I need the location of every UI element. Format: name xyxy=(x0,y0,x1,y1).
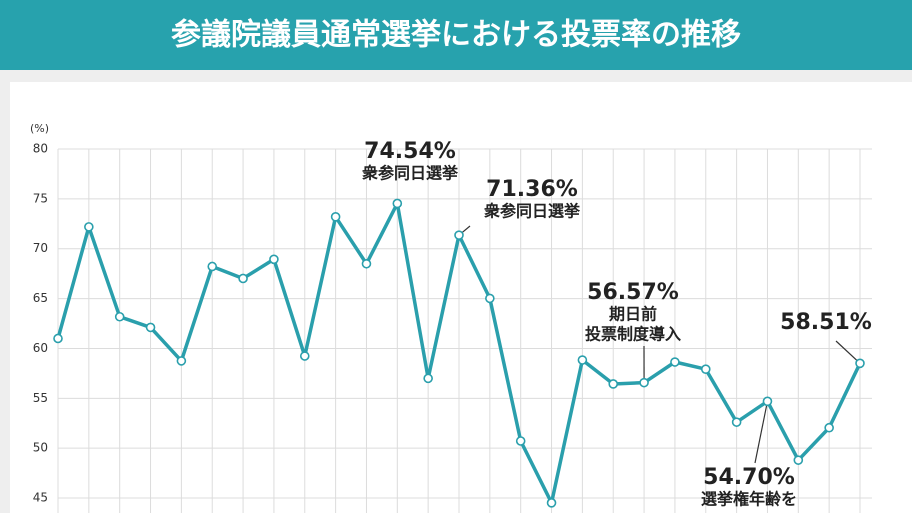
data-point xyxy=(269,254,279,265)
value-label: 71.36% xyxy=(486,177,578,202)
annotation-note: 投票制度導入 xyxy=(585,325,681,344)
data-point xyxy=(53,333,63,344)
data-point xyxy=(454,230,464,240)
data-point xyxy=(700,364,711,374)
value-label: 74.54% xyxy=(364,139,456,164)
data-point xyxy=(176,356,187,366)
data-point xyxy=(762,396,773,407)
y-unit: (%) xyxy=(30,122,49,135)
data-point xyxy=(330,212,341,222)
y-tick-label: 55 xyxy=(33,391,48,405)
data-point xyxy=(114,311,125,322)
leader-line xyxy=(754,401,769,464)
y-tick-label: 80 xyxy=(33,142,48,156)
y-tick-label: 50 xyxy=(33,441,48,455)
value-label: 54.70% xyxy=(703,465,795,490)
value-label: 56.57% xyxy=(587,280,679,305)
data-point xyxy=(670,357,680,367)
data-point xyxy=(238,273,248,284)
data-point xyxy=(577,355,588,365)
y-tick-label: 60 xyxy=(33,341,48,355)
chart-panel xyxy=(10,82,912,513)
value-label: 58.51% xyxy=(780,310,872,335)
y-tick-label: 75 xyxy=(33,191,48,205)
y-tick-label: 65 xyxy=(33,291,48,305)
data-point xyxy=(515,436,526,446)
data-point xyxy=(824,422,834,433)
header-bar xyxy=(0,0,912,70)
data-point xyxy=(639,377,649,388)
chart-title: 参議院議員通常選挙における投票率の推移 xyxy=(171,18,741,53)
annotation-note: 選挙権年齢を xyxy=(701,490,797,509)
data-point xyxy=(84,222,94,232)
data-point xyxy=(731,417,742,427)
data-point xyxy=(145,322,156,333)
annotation-note: 衆参同日選挙 xyxy=(484,202,580,221)
data-point xyxy=(608,379,619,389)
data-point xyxy=(485,293,495,304)
annotation-note: 期日前 xyxy=(609,305,657,324)
leader-line xyxy=(835,340,861,364)
data-point xyxy=(299,351,310,361)
data-point xyxy=(207,261,218,272)
data-point xyxy=(392,198,403,209)
data-point xyxy=(855,358,865,369)
data-point xyxy=(423,373,433,384)
data-point xyxy=(546,498,557,508)
y-tick-label: 45 xyxy=(33,491,48,505)
data-point xyxy=(793,455,804,465)
data-point xyxy=(361,258,372,269)
y-tick-label: 70 xyxy=(33,241,48,255)
annotation-note: 衆参同日選挙 xyxy=(362,164,458,183)
